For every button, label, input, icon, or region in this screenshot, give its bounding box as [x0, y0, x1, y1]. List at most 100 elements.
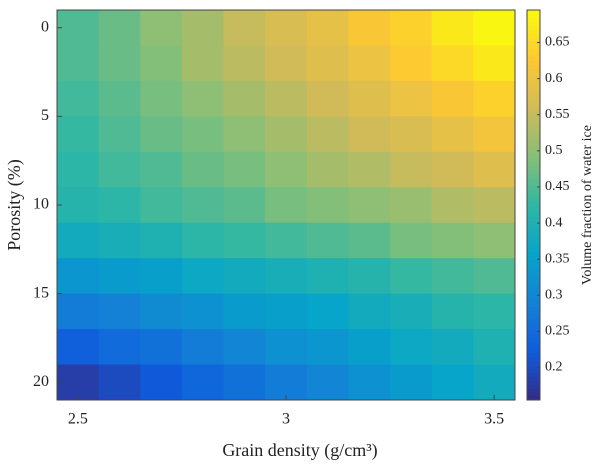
colorbar-step: [527, 123, 540, 128]
cell: [390, 187, 433, 224]
cell: [57, 187, 100, 224]
colorbar-step: [527, 255, 540, 261]
colorbar-step: [527, 322, 540, 327]
cell: [223, 293, 266, 330]
colorbar: 0.2 0.25 0.3 0.35 0.4 0.45 0.5 0.55 0.6 0.65: [526, 9, 570, 401]
colorbar-step: [527, 76, 540, 81]
cell: [431, 364, 474, 400]
colorbar-tick-label: 0.45: [545, 179, 570, 194]
colorbar-step: [527, 275, 540, 280]
cell: [473, 329, 515, 366]
colorbar-step: [527, 302, 540, 307]
y-tick-label: 5: [41, 107, 49, 124]
cell: [473, 10, 515, 46]
cell: [140, 80, 183, 117]
y-tick-label: 10: [33, 196, 49, 213]
colorbar-step: [527, 88, 540, 93]
cell: [473, 80, 515, 117]
colorbar-step: [527, 146, 540, 151]
cell: [348, 80, 391, 117]
cell: [473, 222, 515, 259]
colorbar-step: [527, 236, 540, 241]
colorbar-step: [527, 162, 540, 167]
colorbar-step: [527, 33, 540, 38]
cell: [98, 10, 141, 46]
cell: [181, 187, 225, 224]
colorbar-step: [527, 25, 540, 30]
cell: [181, 45, 225, 82]
colorbar-step: [527, 99, 540, 105]
colorbar-tick-label: 0.4: [545, 215, 563, 230]
cell: [57, 151, 100, 188]
colorbar-step: [527, 357, 540, 362]
colorbar-step: [527, 224, 540, 229]
colorbar-label: Volume fraction of water ice: [580, 125, 595, 285]
colorbar-step: [527, 325, 540, 331]
cell: [140, 187, 183, 224]
colorbar-step: [527, 314, 540, 319]
cell: [390, 116, 433, 153]
cell: [181, 10, 225, 46]
colorbar-tick-label: 0.5: [545, 143, 563, 158]
colorbar-tick-label: 0.2: [545, 360, 563, 375]
heatmap: [57, 10, 515, 400]
cell: [390, 329, 433, 366]
colorbar-step: [527, 56, 540, 62]
colorbar-step: [527, 193, 540, 198]
cell: [140, 293, 183, 330]
cell: [431, 151, 474, 188]
x-axis-label: Grain density (g/cm³): [222, 440, 377, 461]
cell: [57, 80, 100, 117]
cell: [390, 45, 433, 82]
y-tick-label: 20: [33, 373, 49, 390]
x-tick-label: 3: [282, 411, 290, 428]
cell: [181, 151, 225, 188]
colorbar-step: [527, 64, 540, 69]
colorbar-step: [527, 318, 540, 323]
cell: [265, 10, 308, 46]
cell: [98, 151, 141, 188]
y-tick-label: 15: [33, 284, 49, 301]
cell: [98, 329, 141, 366]
colorbar-step: [527, 290, 540, 296]
cell: [265, 187, 308, 224]
colorbar-step: [527, 283, 540, 288]
colorbar-tick-label: 0.55: [545, 107, 570, 122]
colorbar-step: [527, 181, 540, 186]
colorbar-step: [527, 166, 540, 171]
cell: [140, 116, 183, 153]
colorbar-step: [527, 60, 540, 66]
x-tick-label: 3.5: [484, 411, 504, 428]
colorbar-step: [527, 361, 540, 366]
colorbar-step: [527, 310, 540, 315]
y-tick-label: 0: [41, 18, 49, 35]
colorbar-step: [527, 205, 540, 210]
cell: [223, 258, 266, 295]
cell: [265, 258, 308, 295]
colorbar-step: [527, 142, 540, 147]
colorbar-step: [527, 197, 540, 202]
colorbar-step: [527, 49, 540, 54]
cell: [306, 10, 349, 46]
colorbar-step: [527, 154, 540, 159]
colorbar-step: [527, 294, 540, 300]
cell: [98, 222, 141, 259]
cell: [98, 187, 141, 224]
cell: [223, 364, 266, 400]
cell: [57, 293, 100, 330]
colorbar-step: [527, 17, 540, 23]
colorbar-step: [527, 271, 540, 276]
cell: [306, 293, 349, 330]
colorbar-step: [527, 306, 540, 311]
cell: [223, 116, 266, 153]
colorbar-step: [527, 130, 540, 136]
colorbar-step: [527, 158, 540, 163]
colorbar-step: [527, 216, 540, 222]
cell: [265, 80, 308, 117]
colorbar-step: [527, 396, 540, 401]
cell: [57, 116, 100, 153]
cell: [265, 293, 308, 330]
cell: [140, 222, 183, 259]
cell: [390, 80, 433, 117]
colorbar-step: [527, 150, 540, 155]
